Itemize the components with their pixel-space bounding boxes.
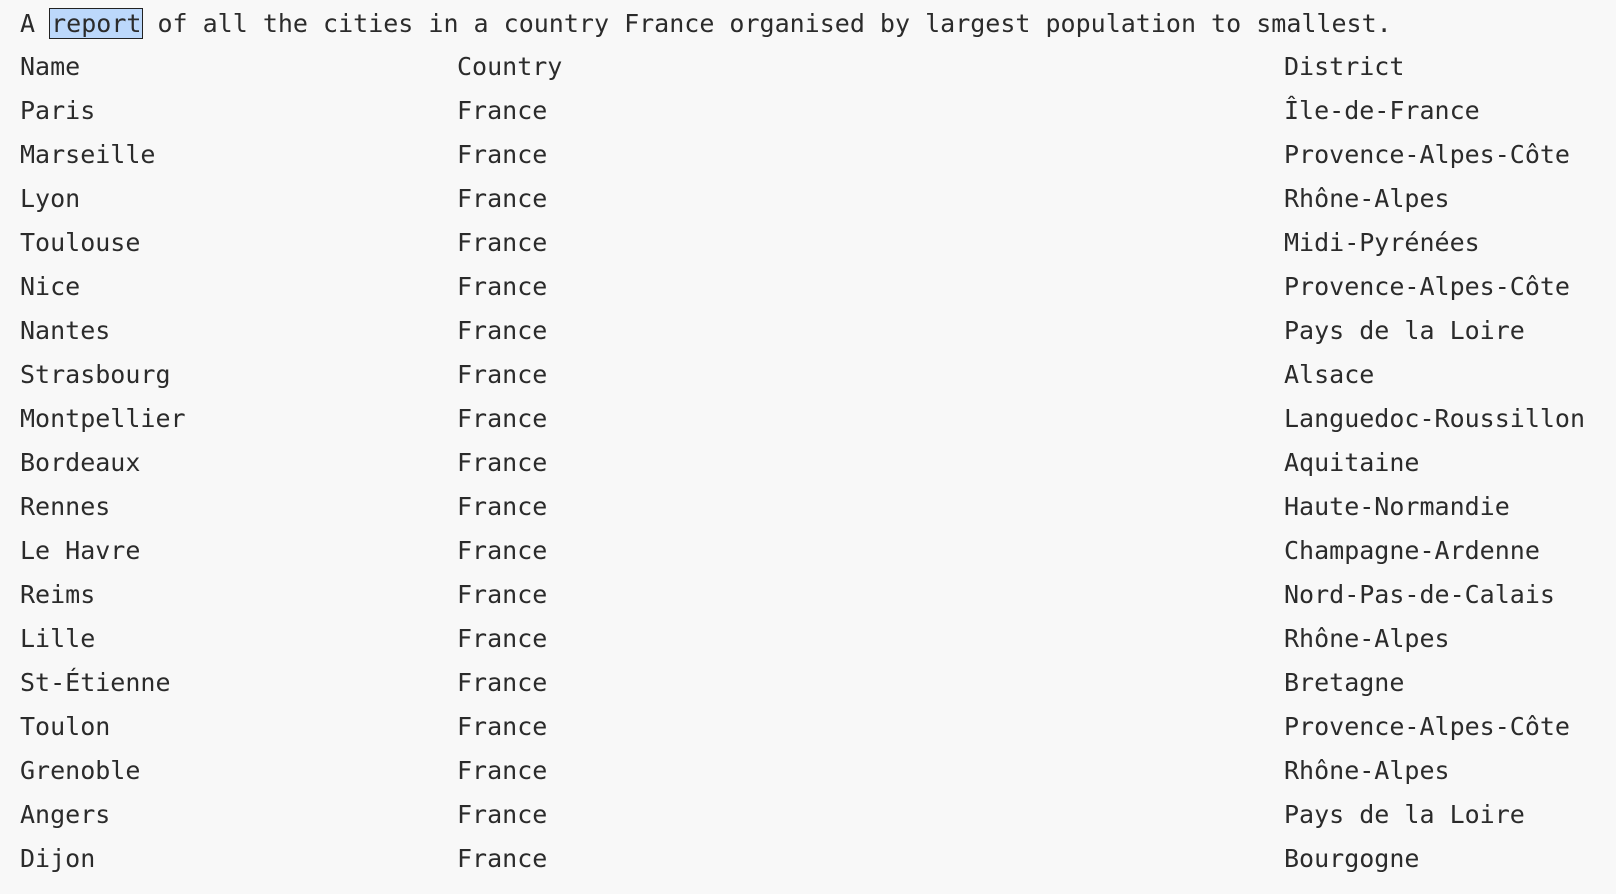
table-row: Lille France Rhône-Alpes [0,619,1616,659]
cell-name: Marseille [20,140,156,169]
cell-name: Le Havre [20,536,141,565]
cell-district: Bretagne [1284,668,1405,697]
cell-name: Nantes [20,316,111,345]
table-row: Strasbourg France Alsace [0,355,1616,395]
cell-district: Alsace [1284,360,1375,389]
cell-district: Provence-Alpes-Côte [1284,272,1570,301]
cell-district: Aquitaine [1284,448,1420,477]
cell-country: France [457,844,548,873]
cell-country: France [457,96,548,125]
table-row: Angers France Pays de la Loire [0,795,1616,835]
cell-name: Toulon [20,712,111,741]
cell-district: Champagne-Ardenne [1284,536,1540,565]
table-row: Toulouse France Midi-Pyrénées [0,223,1616,263]
cell-name: Paris [20,96,96,125]
cell-country: France [457,756,548,785]
cell-name: Reims [20,580,96,609]
cell-district: Rhône-Alpes [1284,624,1450,653]
cell-district: Nord-Pas-de-Calais [1284,580,1555,609]
table-row: Nice France Provence-Alpes-Côte [0,267,1616,307]
table-row: Marseille France Provence-Alpes-Côte [0,135,1616,175]
cell-district: Midi-Pyrénées [1284,228,1480,257]
cell-country: France [457,316,548,345]
table-row: St-Étienne France Bretagne [0,663,1616,703]
cell-name: Strasbourg [20,360,171,389]
cell-name: Bordeaux [20,448,141,477]
cell-name: St-Étienne [20,668,171,697]
cell-country: France [457,228,548,257]
cell-country: France [457,580,548,609]
table-header: Name Country District [0,47,1616,87]
description-suffix: of all the cities in a country France or… [142,9,1392,38]
column-header-district: District [1284,52,1405,81]
cell-name: Grenoble [20,756,141,785]
cell-district: Languedoc-Roussillon [1284,404,1586,433]
cell-country: France [457,624,548,653]
cell-country: France [457,668,548,697]
cell-country: France [457,492,548,521]
table-row: Toulon France Provence-Alpes-Côte [0,707,1616,747]
table-row: Grenoble France Rhône-Alpes [0,751,1616,791]
table-row: Le Havre France Champagne-Ardenne [0,531,1616,571]
table-row: Montpellier France Languedoc-Roussillon [0,399,1616,439]
table-row: Bordeaux France Aquitaine [0,443,1616,483]
cell-country: France [457,140,548,169]
cell-name: Toulouse [20,228,141,257]
table-row: Nantes France Pays de la Loire [0,311,1616,351]
cell-country: France [457,184,548,213]
table-row: Dijon France Bourgogne [0,839,1616,879]
cell-district: Provence-Alpes-Côte [1284,712,1570,741]
cell-country: France [457,712,548,741]
table-row: Rennes France Haute-Normandie [0,487,1616,527]
cell-district: Pays de la Loire [1284,316,1525,345]
report-description: A report of all the cities in a country … [20,4,1392,44]
selected-word[interactable]: report [49,8,144,39]
cell-name: Dijon [20,844,96,873]
cell-country: France [457,404,548,433]
cell-district: Provence-Alpes-Côte [1284,140,1570,169]
cell-country: France [457,448,548,477]
table-row: Paris France Île-de-France [0,91,1616,131]
cell-name: Angers [20,800,111,829]
cell-district: Rhône-Alpes [1284,756,1450,785]
table-row: Lyon France Rhône-Alpes [0,179,1616,219]
cell-district: Bourgogne [1284,844,1420,873]
table-row: Reims France Nord-Pas-de-Calais [0,575,1616,615]
cell-name: Rennes [20,492,111,521]
cell-district: Haute-Normandie [1284,492,1510,521]
cell-district: Rhône-Alpes [1284,184,1450,213]
cell-country: France [457,272,548,301]
column-header-country: Country [457,52,563,81]
cell-name: Nice [20,272,81,301]
column-header-name: Name [20,52,81,81]
cell-district: Pays de la Loire [1284,800,1525,829]
cell-name: Montpellier [20,404,186,433]
cell-district: Île-de-France [1284,96,1480,125]
cell-country: France [457,536,548,565]
cell-name: Lyon [20,184,81,213]
cell-name: Lille [20,624,96,653]
cell-country: France [457,360,548,389]
cell-country: France [457,800,548,829]
description-prefix: A [20,9,51,38]
